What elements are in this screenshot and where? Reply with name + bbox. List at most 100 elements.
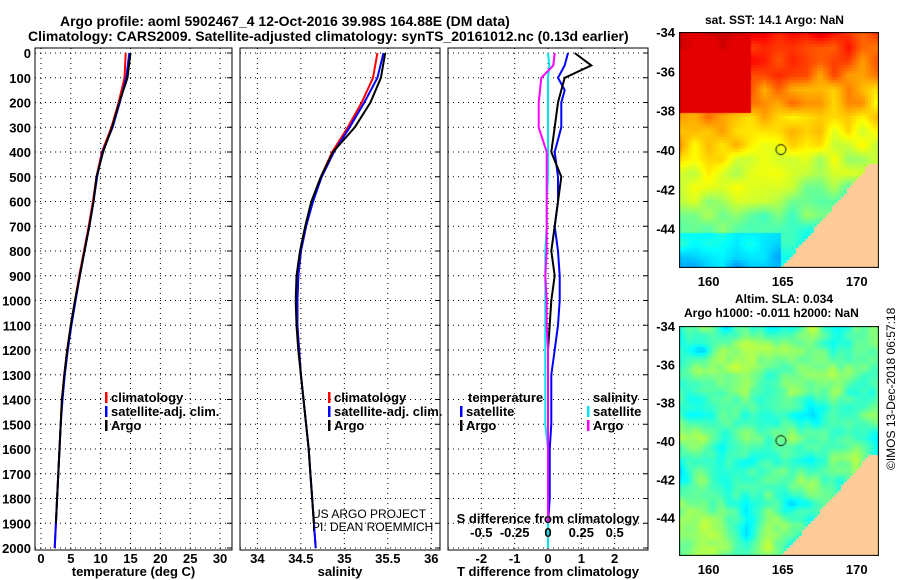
x-axis-label: T difference from climatology — [457, 564, 640, 579]
timestamp-stamp: ©IMOS 13-Dec-2018 06:57:18 — [884, 307, 898, 470]
x-axis-label: temperature (deg C) — [72, 564, 196, 579]
series-line-argo — [54, 52, 132, 524]
x2-tick-label: 0 — [544, 525, 551, 540]
legend-argo-swatch — [105, 420, 108, 431]
series-line-argo — [294, 52, 387, 524]
map-lat-label: -36 — [656, 64, 675, 79]
y-tick-label: 1100 — [3, 318, 31, 333]
y-tick-label: 1000 — [2, 294, 31, 309]
legend-sal-argo: Argo — [593, 418, 623, 433]
x-tick-label: 1 — [578, 551, 585, 566]
legend-climatology-swatch — [105, 392, 108, 403]
y-tick-label: 1400 — [2, 393, 31, 408]
map-lon-label: 160 — [698, 562, 720, 577]
legend-temp-satellite-swatch — [460, 406, 463, 417]
map-lat-label: -34 — [656, 319, 676, 334]
x-tick-label: 35.5 — [375, 551, 400, 566]
sla-map-subtitle: Argo h1000: -0.011 h2000: NaN — [684, 306, 859, 320]
y-tick-label: 1800 — [2, 492, 31, 507]
legend-satellite-adj-swatch — [105, 406, 108, 417]
legend-satellite-adj: satellite-adj. clim. — [111, 404, 219, 419]
map-lat-label: -38 — [656, 104, 675, 119]
y-tick-label: 600 — [9, 195, 31, 210]
legend-temp-argo-swatch — [460, 420, 463, 431]
credit-line-2: PI: DEAN ROEMMICH — [312, 520, 433, 534]
x-tick-label: 34 — [250, 551, 265, 566]
sst-map — [679, 32, 879, 268]
y-tick-label: 2000 — [2, 541, 31, 556]
y-tick-label: 900 — [9, 269, 31, 284]
map-lon-label: 165 — [772, 562, 794, 577]
map-lat-label: -42 — [656, 182, 675, 197]
x-tick-label: 10 — [93, 551, 107, 566]
title-line-2: Climatology: CARS2009. Satellite-adjuste… — [28, 28, 629, 44]
y-tick-label: 300 — [9, 120, 31, 135]
legend-sal-argo-swatch — [587, 420, 590, 431]
x-tick-label: 34.5 — [288, 551, 313, 566]
map-lat-label: -44 — [656, 511, 676, 526]
x-tick-label: -2 — [476, 551, 488, 566]
y-tick-label: 1500 — [2, 417, 31, 432]
x-tick-label: 15 — [123, 551, 137, 566]
map-lat-label: -40 — [656, 434, 675, 449]
map-lat-label: -44 — [656, 222, 676, 237]
x-tick-label: 35 — [337, 551, 351, 566]
x-tick-label: 0 — [544, 551, 551, 566]
x-tick-label: -1 — [509, 551, 521, 566]
sla-map-title: Altim. SLA: 0.034 — [735, 292, 834, 306]
map-lat-label: -38 — [656, 396, 675, 411]
legend-climatology-swatch — [328, 392, 331, 403]
map-lon-label: 170 — [846, 562, 868, 577]
legend-climatology: climatology — [334, 390, 407, 405]
y-tick-label: 100 — [9, 71, 31, 86]
series-line-temperature-argo — [547, 52, 594, 524]
plot-frame — [239, 47, 441, 551]
x-axis-label: salinity — [318, 564, 364, 579]
y-tick-label: 1600 — [2, 442, 31, 457]
series-line-salinity-argo — [537, 52, 556, 524]
title-line-1: Argo profile: aoml 5902467_4 12-Oct-2016… — [60, 13, 510, 29]
map-lat-label: -34 — [656, 25, 676, 40]
x2-axis-label: S difference from climatology — [457, 511, 641, 526]
legend-satellite-adj-swatch — [328, 406, 331, 417]
x2-tick-label: -0.5 — [470, 525, 492, 540]
y-tick-label: 700 — [9, 219, 31, 234]
legend-temperature-heading: temperature — [468, 390, 543, 405]
x-tick-label: 25 — [183, 551, 197, 566]
x2-tick-label: 0.25 — [569, 525, 594, 540]
legend-climatology: climatology — [111, 390, 184, 405]
y-tick-label: 1700 — [2, 467, 31, 482]
y-tick-label: 800 — [9, 244, 31, 259]
sst-map-title: sat. SST: 14.1 Argo: NaN — [705, 13, 844, 27]
map-lon-label: 160 — [698, 274, 720, 289]
y-tick-label: 500 — [9, 170, 31, 185]
map-lat-label: -40 — [656, 143, 675, 158]
x-tick-label: 2 — [611, 551, 618, 566]
plot-frame — [34, 47, 233, 551]
x2-tick-label: 0.5 — [606, 525, 624, 540]
y-tick-label: 0 — [24, 46, 31, 61]
map-lat-label: -42 — [656, 472, 675, 487]
legend-sal-satellite-swatch — [587, 406, 590, 417]
map-lat-label: -36 — [656, 357, 675, 372]
series-line-temperature-satellite — [547, 52, 569, 548]
legend-satellite-adj: satellite-adj. clim. — [334, 404, 442, 419]
legend-argo-swatch — [328, 420, 331, 431]
y-tick-label: 200 — [9, 96, 31, 111]
x-tick-label: 20 — [153, 551, 167, 566]
x-tick-label: 30 — [213, 551, 227, 566]
legend-salinity-heading: salinity — [593, 390, 639, 405]
x-tick-label: 0 — [37, 551, 44, 566]
legend-argo: Argo — [111, 418, 141, 433]
y-tick-label: 1300 — [2, 368, 31, 383]
x2-tick-label: -0.25 — [500, 525, 530, 540]
y-tick-label: 400 — [9, 145, 31, 160]
x-tick-label: 36 — [424, 551, 438, 566]
map-lon-label: 170 — [846, 274, 868, 289]
y-tick-label: 1900 — [2, 516, 31, 531]
sla-map — [679, 326, 879, 556]
credit-line-1: US ARGO PROJECT — [312, 507, 427, 521]
legend-temp-argo: Argo — [466, 418, 496, 433]
map-lon-label: 165 — [772, 274, 794, 289]
